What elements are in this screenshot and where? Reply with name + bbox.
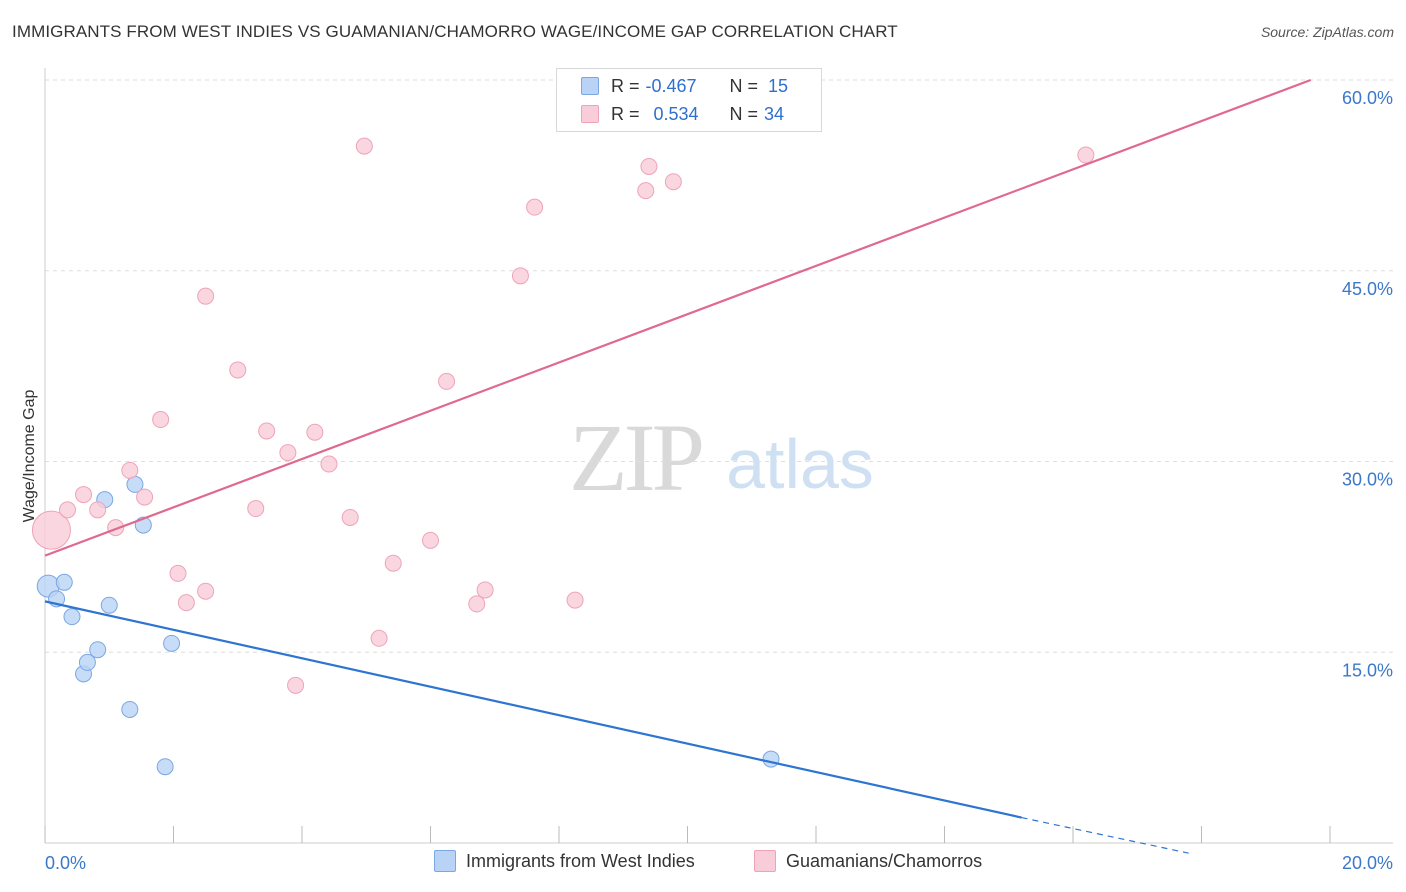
- guamanian-point: [58, 501, 76, 519]
- bottom-legend-swatch-blue: [434, 850, 456, 872]
- bottom-legend-guamanians: Guamanians/Chamorros: [754, 850, 982, 872]
- chart-title: IMMIGRANTS FROM WEST INDIES VS GUAMANIAN…: [12, 22, 898, 41]
- bottom-legend-west-indies: Immigrants from West Indies: [434, 850, 695, 872]
- correlation-legend: R = -0.467 N = 15 R = 0.534 N = 34: [556, 68, 822, 132]
- guamanian-point: [384, 554, 402, 572]
- west-indies-point: [163, 634, 181, 652]
- bottom-legend-label: Guamanians/Chamorros: [786, 850, 983, 871]
- guamanian-point: [152, 411, 170, 429]
- guamanian-point: [370, 629, 388, 647]
- legend-r-value: 0.534: [653, 103, 699, 124]
- legend-n-value: 15: [768, 75, 789, 96]
- guamanian-point: [169, 564, 187, 582]
- guamanian-point: [306, 423, 324, 441]
- guamanian-point: [320, 455, 338, 473]
- west-indies-point: [100, 596, 118, 614]
- guamanian-point: [136, 488, 154, 506]
- guamanian-point: [121, 461, 139, 479]
- source-credit: Source: ZipAtlas.com: [1260, 24, 1394, 40]
- guamanian-point: [637, 182, 655, 200]
- west-indies-point: [762, 750, 780, 768]
- legend-swatch-pink: [581, 105, 599, 123]
- legend-n-label: N =: [729, 103, 759, 124]
- bottom-legend-swatch-pink: [754, 850, 776, 872]
- west-indies-point: [63, 608, 81, 626]
- guamanian-point: [422, 531, 439, 549]
- guamanian-point: [258, 422, 276, 440]
- guamanian-point: [511, 267, 529, 285]
- y-tick-label: 30.0%: [1342, 470, 1393, 490]
- x-tick-label: 20.0%: [1342, 853, 1393, 873]
- y-tick-label: 15.0%: [1342, 660, 1393, 680]
- guamanian-point: [468, 595, 486, 613]
- legend-r-label: R =: [611, 75, 640, 96]
- guamanian-point: [31, 510, 71, 550]
- legend-r-value: -0.467: [645, 75, 697, 96]
- guamanian-point: [247, 500, 265, 518]
- x-tick-label: 0.0%: [45, 853, 86, 873]
- legend-n-label: N =: [729, 75, 759, 96]
- legend-n-value: 34: [764, 103, 785, 124]
- guamanian-point: [476, 581, 494, 599]
- guamanian-point: [640, 157, 658, 175]
- guamanian-point: [177, 594, 195, 612]
- guamanian-point: [89, 501, 107, 519]
- guamanian-point: [664, 173, 682, 191]
- west-indies-trend-extension: [1021, 816, 1189, 854]
- guamanian-point: [287, 676, 305, 694]
- bottom-legend-label: Immigrants from West Indies: [466, 850, 695, 871]
- guamanian-point: [229, 361, 247, 379]
- west-indies-point: [121, 700, 139, 718]
- guamanian-point: [197, 287, 215, 305]
- guamanian-point: [341, 508, 359, 526]
- west-indies-point: [156, 758, 174, 776]
- watermark-atlas: atlas: [726, 425, 874, 503]
- guamanian-point: [566, 591, 584, 609]
- west-indies-point: [89, 641, 107, 659]
- west-indies-point: [55, 573, 73, 591]
- legend-swatch-blue: [581, 77, 599, 95]
- guamanian-point: [279, 444, 297, 462]
- legend-row-west-indies: R = -0.467 N = 15: [581, 73, 788, 99]
- guamanian-point: [355, 137, 373, 155]
- y-tick-label: 45.0%: [1342, 279, 1393, 299]
- west-indies-point: [78, 653, 96, 671]
- legend-r-label: R =: [611, 103, 640, 124]
- west-indies-trend-line: [44, 600, 1022, 819]
- guamanian-point: [438, 372, 456, 390]
- y-tick-label: 60.0%: [1342, 88, 1393, 108]
- legend-row-guamanians: R = 0.534 N = 34: [581, 101, 784, 127]
- y-axis-label: Wage/Income Gap: [21, 390, 38, 523]
- guamanian-point: [197, 582, 215, 600]
- watermark-zip: ZIP: [569, 404, 702, 511]
- guamanian-point: [526, 198, 544, 216]
- guamanian-point: [75, 486, 93, 504]
- guamanian-trend-line: [44, 78, 1312, 557]
- guamanian-point: [1077, 146, 1095, 164]
